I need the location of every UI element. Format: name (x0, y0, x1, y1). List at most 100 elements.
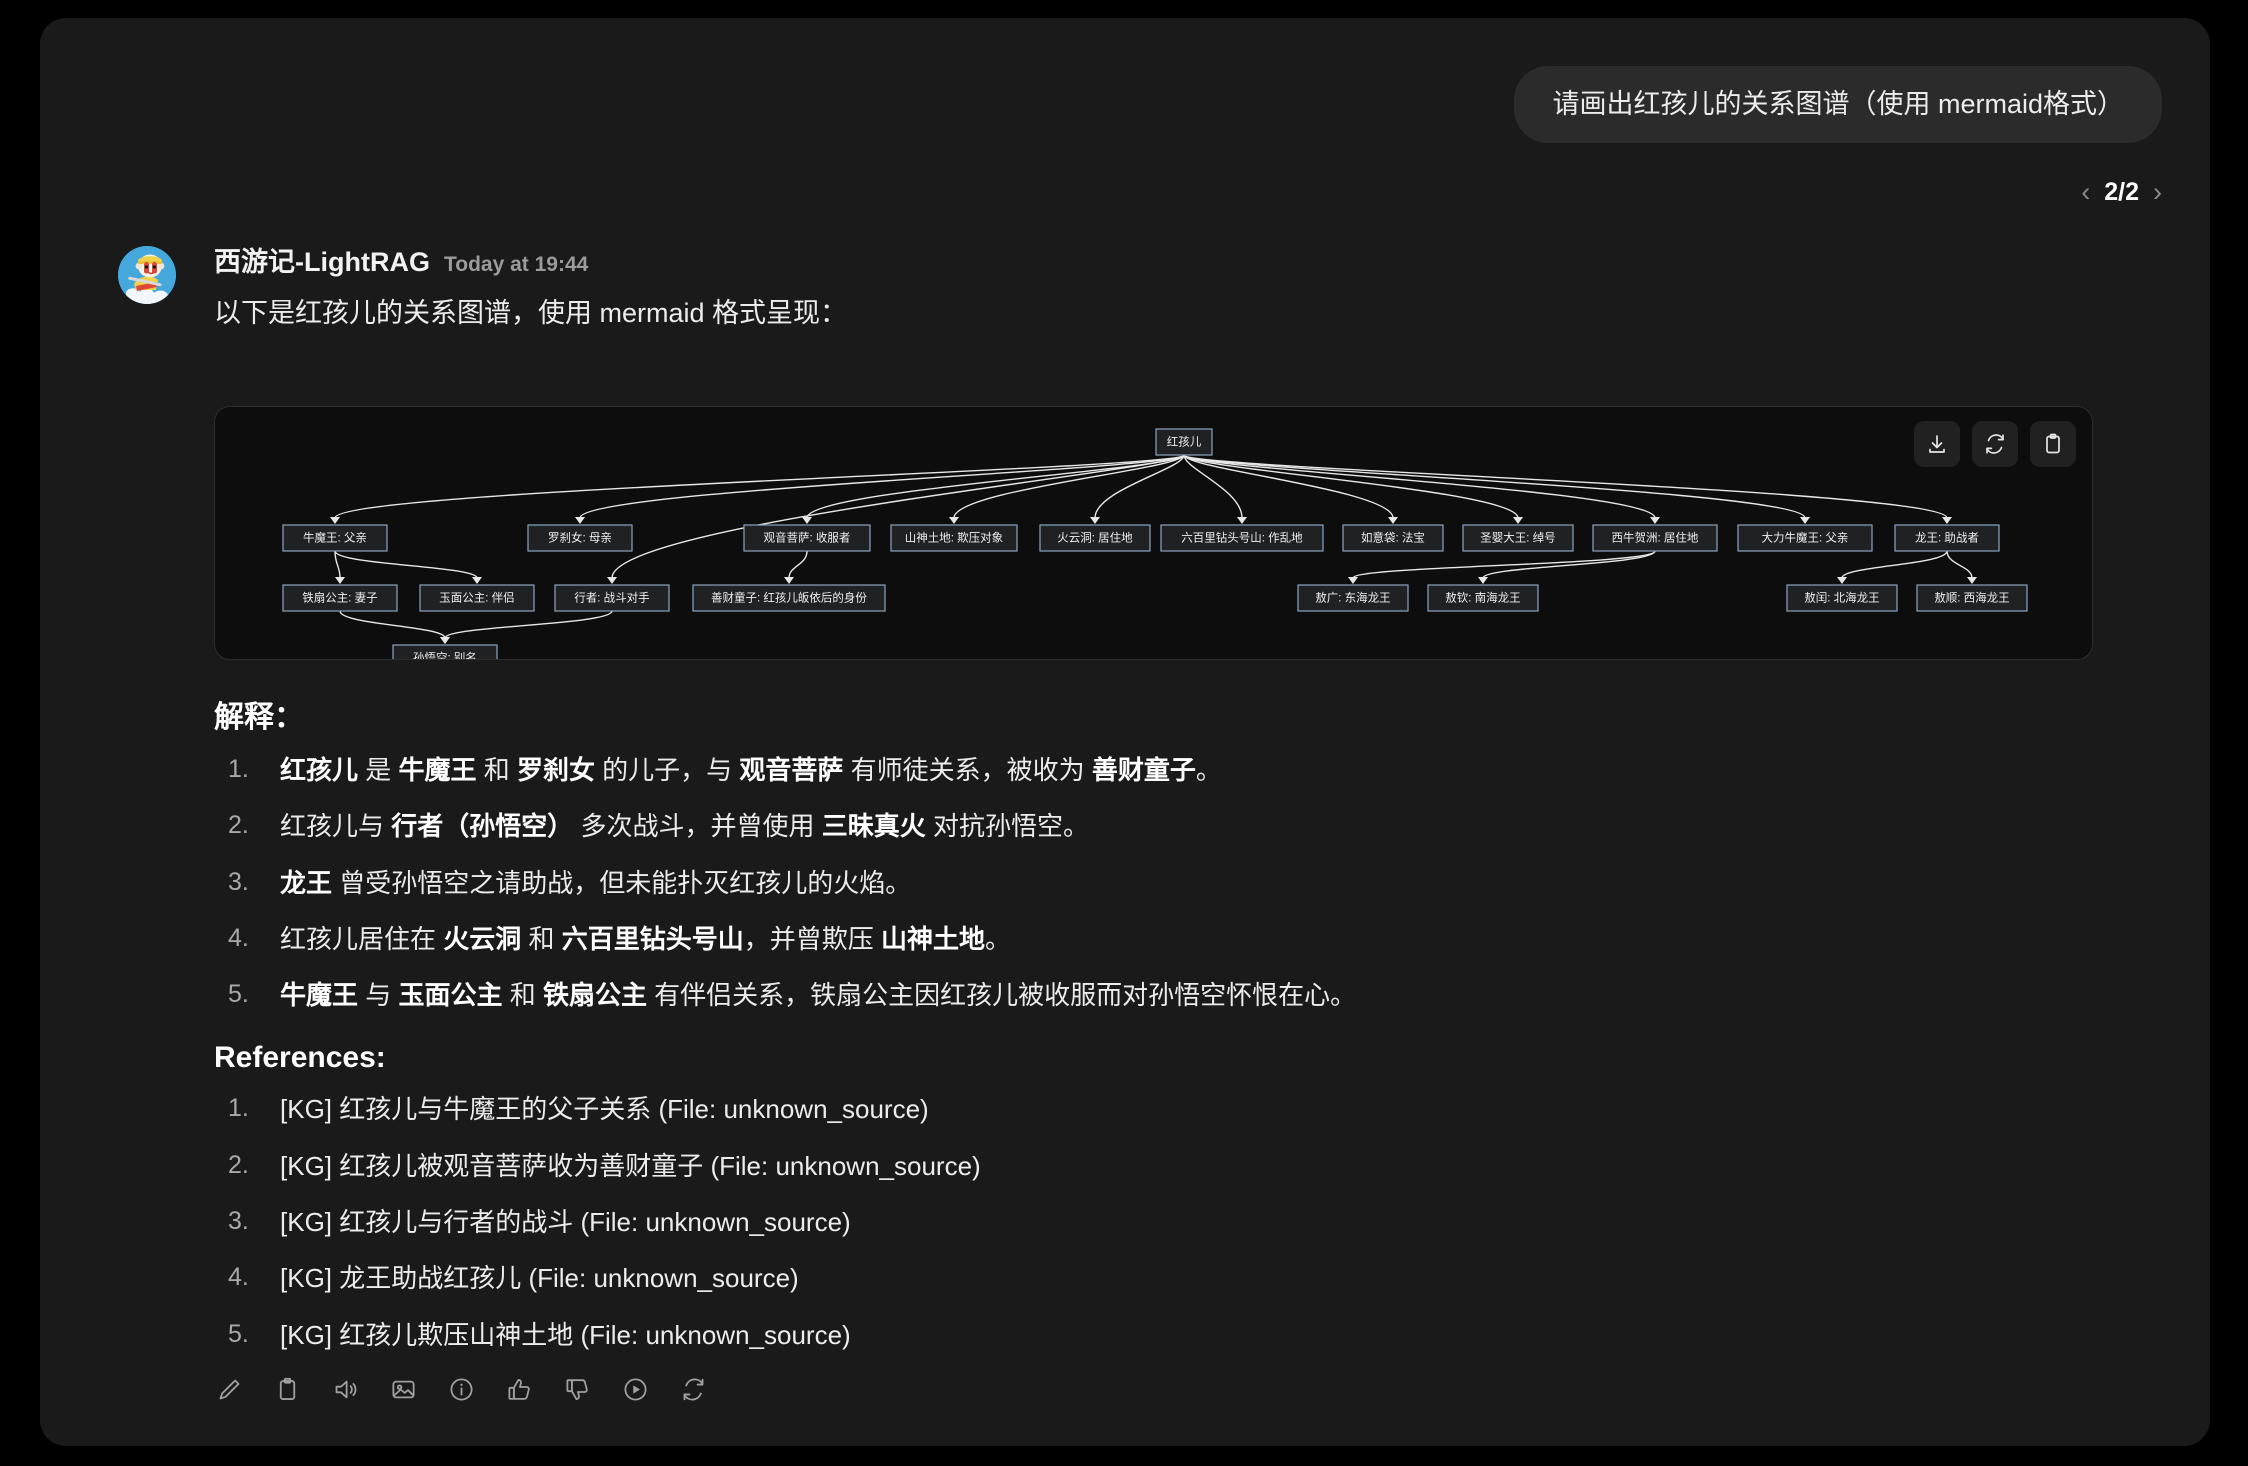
graph-node[interactable]: 红孩儿 (1155, 428, 1213, 456)
image-icon[interactable] (388, 1375, 418, 1405)
pagination-prev-button[interactable]: ‹ (2081, 177, 2091, 207)
graph-node-label: 敖闰: 北海龙王 (1804, 591, 1879, 605)
graph-edge (334, 550, 478, 579)
graph-edge-arrow (575, 517, 585, 524)
graph-node[interactable]: 敖广: 东海龙王 (1297, 584, 1409, 612)
graph-node-label: 龙王: 助战者 (1915, 531, 1979, 545)
explanation-item: 牛魔王 与 玉面公主 和 铁扇公主 有伴侣关系，铁扇公主因红孩儿被收服而对孙悟空… (228, 975, 1357, 1014)
graph-node[interactable]: 敖顺: 西海龙王 (1916, 584, 2028, 612)
speaker-icon[interactable] (330, 1375, 360, 1405)
graph-edge (788, 550, 808, 579)
graph-edge (1183, 454, 1806, 519)
graph-node[interactable]: 山神土地: 欺压对象 (890, 524, 1018, 552)
graph-node[interactable]: 六百里钻头号山: 作乱地 (1160, 524, 1324, 552)
message-action-bar (214, 1375, 2118, 1405)
graph-node-box (692, 584, 886, 612)
user-message-row: 请画出红孩儿的关系图谱（使用 mermaid格式） (1514, 66, 2162, 144)
graph-edge (1841, 550, 1948, 579)
graph-node-label: 观音菩萨: 收服者 (764, 531, 851, 545)
explanation-item: 红孩儿与 行者（孙悟空） 多次战斗，并曾使用 三昧真火 对抗孙悟空。 (228, 806, 1089, 845)
graph-node-label: 敖顺: 西海龙王 (1934, 591, 2009, 605)
graph-edge (611, 454, 1185, 579)
chat-panel: 请画出红孩儿的关系图谱（使用 mermaid格式） ‹ 2/2 › (40, 18, 2210, 1446)
info-icon[interactable] (446, 1375, 476, 1405)
graph-edge-arrow (1800, 517, 1810, 524)
graph-node-box (1737, 524, 1873, 552)
graph-node-box (1160, 524, 1324, 552)
reference-item: [KG] 红孩儿被观音菩萨收为善财童子 (File: unknown_sourc… (228, 1146, 981, 1185)
graph-node[interactable]: 龙王: 助战者 (1894, 524, 2000, 552)
graph-node-label: 孙悟空: 别名 (413, 651, 477, 660)
graph-node-box (1592, 524, 1718, 552)
graph-node-box (527, 524, 633, 552)
graph-edge (953, 454, 1185, 519)
graph-node-label: 红孩儿 (1167, 436, 1202, 449)
thumbs-down-icon[interactable] (562, 1375, 592, 1405)
graph-edge-arrow (1478, 577, 1488, 584)
user-message-bubble: 请画出红孩儿的关系图谱（使用 mermaid格式） (1514, 66, 2162, 144)
thumbs-up-icon[interactable] (504, 1375, 534, 1405)
graph-node[interactable]: 大力牛魔王: 父亲 (1737, 524, 1873, 552)
graph-node-label: 铁扇公主: 妻子 (302, 591, 377, 605)
references-section: References: [KG] 红孩儿与牛魔王的父子关系 (File: unk… (214, 1041, 2114, 1354)
reference-item: [KG] 红孩儿与行者的战斗 (File: unknown_source) (228, 1202, 851, 1241)
graph-node[interactable]: 孙悟空: 别名 (392, 644, 498, 660)
graph-node-label: 敖广: 东海龙王 (1315, 591, 1390, 605)
graph-node-label: 牛魔王: 父亲 (303, 531, 367, 545)
graph-node-label: 六百里钻头号山: 作乱地 (1181, 531, 1303, 545)
assistant-author: 西游记-LightRAG (214, 247, 430, 277)
graph-node-box (1155, 428, 1213, 456)
explanation-list: 红孩儿 是 牛魔王 和 罗刹女 的儿子，与 观音菩萨 有师徒关系，被收为 善财童… (214, 750, 2114, 1015)
graph-edge (1946, 550, 1973, 579)
graph-edge (339, 610, 446, 639)
graph-node-box (1342, 524, 1444, 552)
graph-node[interactable]: 罗刹女: 母亲 (527, 524, 633, 552)
graph-node-label: 罗刹女: 母亲 (548, 531, 612, 545)
reference-item: [KG] 龙王助战红孩儿 (File: unknown_source) (228, 1258, 799, 1297)
refresh-icon[interactable] (678, 1375, 708, 1405)
graph-edge-arrow (1837, 577, 1847, 584)
graph-node[interactable]: 圣婴大王: 绰号 (1462, 524, 1574, 552)
graph-node[interactable]: 如意袋: 法宝 (1342, 524, 1444, 552)
graph-edge-arrow (472, 577, 482, 584)
graph-edge (1352, 550, 1656, 579)
refresh-icon[interactable] (1972, 421, 2018, 467)
graph-node-box (1427, 584, 1539, 612)
graph-node[interactable]: 行者: 战斗对手 (554, 584, 670, 612)
graph-edge-arrow (607, 577, 617, 584)
graph-node[interactable]: 玉面公主: 伴侣 (419, 584, 535, 612)
graph-node[interactable]: 火云洞: 居住地 (1039, 524, 1151, 552)
explanation-item: 红孩儿 是 牛魔王 和 罗刹女 的儿子，与 观音菩萨 有师徒关系，被收为 善财童… (228, 750, 1222, 789)
graph-node[interactable]: 西牛贺洲: 居住地 (1592, 524, 1718, 552)
graph-edge (444, 610, 613, 639)
graph-edge-arrow (1650, 517, 1660, 524)
graph-node-label: 山神土地: 欺压对象 (905, 531, 1003, 545)
graph-edge-arrow (1513, 517, 1523, 524)
edit-icon[interactable] (214, 1375, 244, 1405)
graph-node-box (890, 524, 1018, 552)
download-icon[interactable] (1914, 421, 1960, 467)
graph-edge-arrow (1090, 517, 1100, 524)
graph-node-box (554, 584, 670, 612)
graph-edge (1183, 454, 1948, 519)
reference-item: [KG] 红孩儿欺压山神土地 (File: unknown_source) (228, 1315, 851, 1354)
references-list: [KG] 红孩儿与牛魔王的父子关系 (File: unknown_source)… (214, 1089, 2114, 1354)
graph-edge-arrow (335, 577, 345, 584)
graph-node-label: 善财童子: 红孩儿皈依后的身份 (711, 591, 867, 605)
pagination-counter: 2/2 (2104, 178, 2139, 206)
graph-node[interactable]: 敖闰: 北海龙王 (1786, 584, 1898, 612)
clipboard-icon[interactable] (272, 1375, 302, 1405)
graph-node[interactable]: 观音菩萨: 收服者 (743, 524, 871, 552)
graph-edge (334, 550, 341, 579)
clipboard-icon[interactable] (2030, 421, 2076, 467)
pagination-next-button[interactable]: › (2153, 177, 2162, 207)
assistant-intro-text: 以下是红孩儿的关系图谱，使用 mermaid 格式呈现： (214, 298, 848, 328)
graph-node[interactable]: 牛魔王: 父亲 (282, 524, 388, 552)
graph-node[interactable]: 善财童子: 红孩儿皈依后的身份 (692, 584, 886, 612)
graph-node[interactable]: 敖钦: 南海龙王 (1427, 584, 1539, 612)
graph-edge (334, 454, 1185, 519)
graph-edge-arrow (1967, 577, 1977, 584)
graph-node[interactable]: 铁扇公主: 妻子 (282, 584, 398, 612)
play-icon[interactable] (620, 1375, 650, 1405)
